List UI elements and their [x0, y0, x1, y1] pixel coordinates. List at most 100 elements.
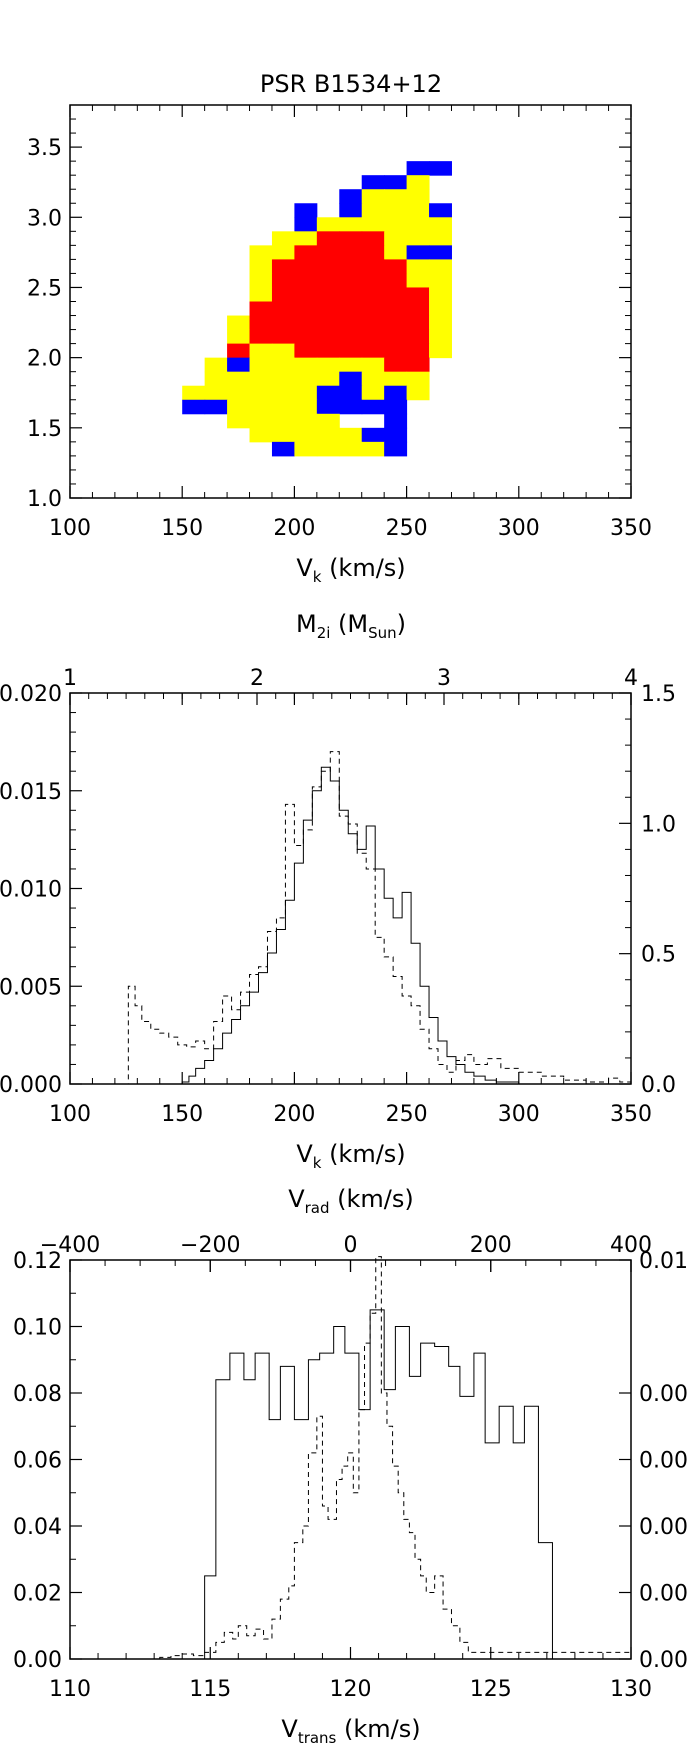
- heatmap-cell-mid: [249, 343, 273, 359]
- heatmap-cell-mid: [339, 357, 363, 373]
- heatmap-cell-mid: [406, 259, 430, 274]
- heatmap-cell-high: [384, 357, 408, 373]
- vk-histogram-x-tick-label: 150: [161, 1102, 203, 1127]
- right-axis-tick-label: 0.00: [639, 1582, 688, 1607]
- heatmap-cell-low: [361, 427, 385, 443]
- heatmap-cell-high: [406, 301, 430, 317]
- heatmap-cell-low: [429, 161, 452, 176]
- heatmap-y-tick-label: 2.5: [27, 276, 62, 301]
- heatmap-cell-low: [339, 371, 363, 387]
- heatmap-cell-high: [316, 329, 340, 345]
- heatmap-cell-mid: [294, 441, 318, 457]
- vtrans-histogram-x-tick-label: 130: [610, 1677, 652, 1702]
- heatmap-cell-low: [429, 203, 452, 218]
- vrad-top-tick-label: −400: [40, 1233, 100, 1258]
- heatmap-cell-low: [316, 399, 340, 415]
- heatmap-cell-mid: [271, 245, 295, 260]
- heatmap-cell-mid: [249, 357, 273, 373]
- right-axis-tick-label: 0.00: [639, 1648, 688, 1673]
- heatmap-cell-mid: [249, 413, 273, 429]
- heatmap-cell-low: [339, 385, 363, 401]
- vtrans-histogram-frame: [69, 1259, 632, 1660]
- heatmap-cell-mid: [361, 371, 385, 387]
- heatmap-cell-mid: [316, 217, 340, 232]
- heatmap-title: PSR B1534+12: [260, 70, 442, 98]
- heatmap-cell-low: [384, 441, 408, 457]
- heatmap-cell-high: [361, 231, 385, 246]
- heatmap-cell-high: [384, 343, 408, 359]
- vrad-top-tick-label: 400: [610, 1233, 652, 1258]
- heatmap-cell-high: [271, 259, 295, 274]
- vk-histogram-y-tick-label: 0.000: [0, 1073, 62, 1098]
- vk-histogram-y-tick-label: 0.010: [0, 878, 62, 903]
- heatmap-cell-mid: [384, 245, 408, 260]
- heatmap-cell-high: [361, 245, 385, 260]
- heatmap-cell-high: [294, 273, 318, 288]
- heatmap-cell-high: [406, 287, 430, 302]
- heatmap-cell-mid: [429, 231, 452, 246]
- heatmap-cell-high: [361, 301, 385, 317]
- heatmap-cell-high: [406, 343, 430, 359]
- heatmap-cell-mid: [271, 343, 295, 359]
- heatmap-cell-mid: [384, 189, 408, 204]
- heatmap-frame: [69, 104, 632, 499]
- heatmap-cell-mid: [249, 287, 273, 302]
- heatmap-cell-high: [361, 273, 385, 288]
- heatmap-cell-high: [316, 315, 340, 331]
- vk-histogram-ticks: 100 150 200 250 300 350 0.000 0.005 0.010 0.015 0.…: [0, 666, 676, 1127]
- heatmap-cell-mid: [316, 371, 340, 387]
- heatmap-cell-mid: [384, 203, 408, 218]
- heatmap-cell-mid: [271, 399, 295, 415]
- heatmap-cell-mid: [294, 413, 318, 429]
- heatmap-cell-high: [316, 273, 340, 288]
- heatmap-cell-low: [182, 399, 206, 415]
- vtrans-histogram-y-tick-label: 0.08: [13, 1382, 62, 1407]
- heatmap-cell-high: [294, 343, 318, 359]
- heatmap-cell-high: [384, 315, 408, 331]
- heatmap-cell-mid: [406, 231, 430, 246]
- heatmap-cell-mid: [361, 217, 385, 232]
- heatmap-cell-high: [361, 287, 385, 302]
- heatmap-cell-low: [361, 175, 385, 190]
- heatmap-y-tick-label: 3.5: [27, 136, 62, 161]
- heatmap-cell-mid: [204, 371, 228, 387]
- vtrans-histogram-x-tick-label: 115: [189, 1677, 231, 1702]
- heatmap-cell-mid: [406, 189, 430, 204]
- vtrans-histogram-y-tick-label: 0.06: [13, 1449, 62, 1474]
- mass-top-tick-label: 3: [437, 666, 451, 691]
- vk-histogram-y-tick-label: 0.005: [0, 975, 62, 1000]
- heatmap-cell-mid: [227, 315, 251, 331]
- heatmap-cell-mid: [227, 329, 251, 345]
- vrad-top-tick-label: 200: [470, 1233, 512, 1258]
- heatmap-cell-high: [294, 301, 318, 317]
- heatmap-x-tick-label: 150: [161, 516, 203, 541]
- heatmap-cell-mid: [249, 371, 273, 387]
- vrad-top-axis-label: Vrad (km/s): [288, 1185, 414, 1217]
- heatmap-cell-mid: [249, 427, 273, 443]
- heatmap-cell-high: [406, 329, 430, 345]
- vk-histogram-series-solid: [70, 766, 631, 1085]
- heatmap-cell-high: [271, 287, 295, 302]
- heatmap-cell-mid: [361, 385, 385, 401]
- heatmap-cell-low: [384, 399, 408, 415]
- heatmap-cell-high: [339, 301, 363, 317]
- heatmap-x-tick-label: 300: [498, 516, 540, 541]
- heatmap-cell-mid: [429, 273, 452, 288]
- heatmap-cell-low: [384, 427, 408, 443]
- heatmap-x-tick-label: 250: [386, 516, 428, 541]
- right-axis-tick-label: 0.00: [639, 1449, 688, 1474]
- heatmap-cell-mid: [429, 287, 452, 302]
- heatmap-cell-high: [316, 245, 340, 260]
- heatmap-cell-high: [339, 259, 363, 274]
- heatmap-cell-mid: [429, 301, 452, 317]
- vtrans-histogram-y-tick-label: 0.00: [13, 1648, 62, 1673]
- vtrans-histogram-x-tick-label: 120: [330, 1677, 372, 1702]
- heatmap-cell-mid: [182, 385, 206, 401]
- heatmap-y-tick-label: 1.0: [27, 487, 62, 512]
- density-right-tick-label: 1.5: [641, 682, 676, 707]
- heatmap-cell-mid: [429, 315, 452, 331]
- heatmap-cell-high: [406, 357, 430, 373]
- vk-histogram-x-tick-label: 100: [49, 1102, 91, 1127]
- heatmap-cell-high: [271, 301, 295, 317]
- heatmap-cell-mid: [249, 399, 273, 415]
